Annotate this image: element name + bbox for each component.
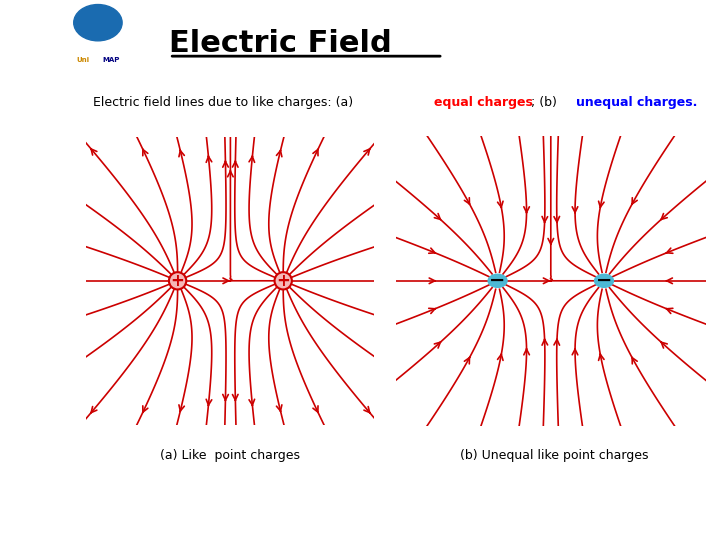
Text: +: + [171,272,184,290]
Circle shape [73,4,122,41]
Text: equal charges: equal charges [434,96,534,109]
Ellipse shape [487,274,508,288]
Text: ; (b): ; (b) [531,96,561,109]
Text: Electric Field: Electric Field [169,29,392,58]
Text: MAP: MAP [102,57,120,63]
Text: +: + [276,272,290,290]
Text: −: − [490,271,505,291]
Text: Uni: Uni [76,57,89,63]
Circle shape [274,272,292,289]
Text: unequal charges.: unequal charges. [575,96,697,109]
Ellipse shape [594,274,614,288]
Text: −: − [596,271,612,291]
Text: (b) Unequal like point charges: (b) Unequal like point charges [460,449,649,462]
Circle shape [169,272,186,289]
Text: BASIC ENGINEERING SCIENCE: BASIC ENGINEERING SCIENCE [30,167,42,373]
Text: (a) Like  point charges: (a) Like point charges [161,449,300,462]
Text: Electric field lines due to like charges: (a): Electric field lines due to like charges… [93,96,356,109]
